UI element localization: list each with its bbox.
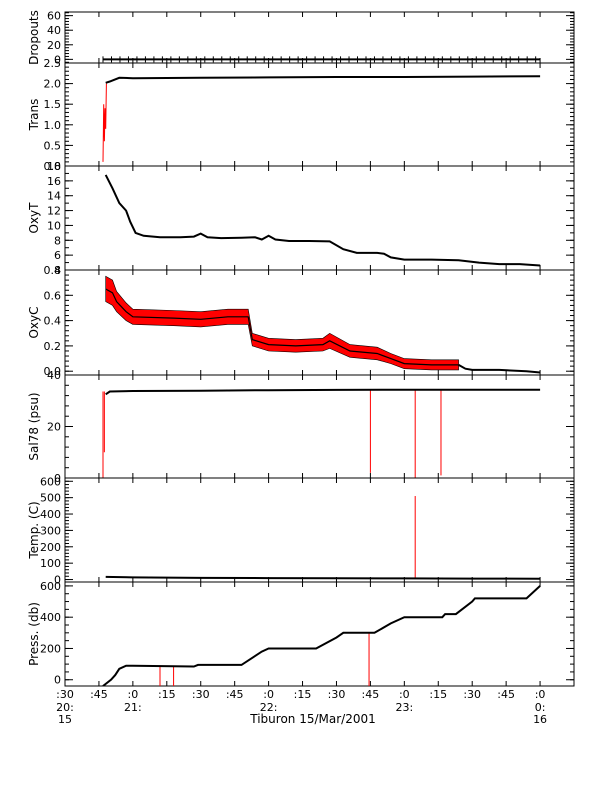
x-tick-label: :30 [192,688,210,701]
y-axis-label: Sal78 (psu) [27,392,41,460]
y-tick-label: 600 [40,580,61,593]
series-line [102,83,107,162]
y-tick-label: 500 [40,492,61,505]
y-tick-label: 0.8 [44,264,62,277]
panel-series [102,56,541,63]
panel-4: 0 20 40 Sal78 (psu) [27,369,575,485]
y-tick-label: 14 [47,190,61,203]
x-tick-label: :0 [128,688,139,701]
panel-series [102,75,541,162]
x-tick-sublabel: 20: [56,701,74,714]
y-tick-label: 0.4 [44,315,62,328]
x-tick-label: :45 [362,688,380,701]
x-tick-label: :0 [399,688,410,701]
y-tick-label: 40 [47,24,61,37]
y-tick-label: 8 [54,234,61,247]
y-tick-label: 60 [47,10,61,23]
y-tick-label: 0.0 [44,365,62,378]
x-tick-label: :30 [328,688,346,701]
y-tick-label: 0 [54,674,61,687]
series-line [458,364,541,374]
x-tick-sublabel: 15 [58,713,72,726]
x-tick-sublabel: 21: [124,701,142,714]
panel-1: 0.0 0.5 1.0 1.5 2.0 2.5 Trans [27,57,575,173]
panel-6: 0 200 400 600 Press. (db) [27,580,575,687]
x-tick-sublabel: 16 [533,713,547,726]
y-tick-label: 12 [47,205,61,218]
series-line [105,75,541,84]
y-axis-label: Dropouts [27,10,41,65]
series-line [105,388,541,396]
y-tick-label: 0.2 [44,340,62,353]
y-tick-label: 18 [47,160,61,173]
x-tick-label: :45 [226,688,244,701]
x-axis-label: Tiburon 15/Mar/2001 [249,712,375,726]
panel-series [105,275,541,374]
panel-series [104,174,541,267]
x-tick-label: :30 [463,688,481,701]
y-axis-label: Trans [27,99,41,132]
y-tick-label: 0 [54,53,61,66]
y-tick-label: 1.5 [44,98,62,111]
panel-series [105,496,541,580]
y-tick-label: 40 [47,369,61,382]
y-tick-label: 20 [47,421,61,434]
x-tick-sublabel: 0: [535,701,546,714]
y-tick-label: 300 [40,524,61,537]
panel-frame [64,11,575,64]
x-tick-label: :0 [263,688,274,701]
y-tick-label: 0 [54,472,61,485]
y-tick-label: 1.0 [44,119,62,132]
y-tick-label: 400 [40,611,61,624]
x-tick-label: :15 [294,688,312,701]
y-tick-label: 2.0 [44,78,62,91]
y-tick-label: 20 [47,39,61,52]
series-line [102,585,541,686]
x-tick-label: :15 [158,688,176,701]
series-line [105,575,541,580]
x-tick-sublabel: 22: [260,701,278,714]
x-tick-label: :45 [497,688,515,701]
y-tick-label: 4 [54,264,61,277]
x-axis-title: Tiburon 15/Mar/2001 [249,712,375,726]
panel-series [102,388,541,478]
y-tick-label: 0.5 [44,139,62,152]
y-axis-label: OxyC [27,306,41,338]
y-axis-label: OxyT [27,202,41,234]
y-tick-label: 200 [40,642,61,655]
y-tick-label: 10 [47,219,61,232]
x-tick-label: :30 [56,688,74,701]
y-tick-label: 0 [54,574,61,587]
y-tick-label: 200 [40,541,61,554]
y-tick-label: 0.0 [44,160,62,173]
y-tick-label: 6 [54,249,61,262]
panel-series [102,585,541,686]
panel-frame [64,477,575,583]
x-tick-label: :45 [90,688,108,701]
x-tick-label: :0 [535,688,546,701]
y-tick-label: 16 [47,175,61,188]
y-tick-label: 600 [40,475,61,488]
y-axis-label: Temp. (C) [27,501,41,559]
series-band [105,275,459,371]
panel-frame [64,165,575,271]
y-tick-label: 0.6 [44,289,62,302]
panel-5: 0 100 200 300 400 500 600 Temp. (C) [27,475,575,587]
series-line [104,174,541,267]
panel-3: 0.0 0.2 0.4 0.6 0.8 OxyC [27,264,575,378]
x-tick-label: :15 [429,688,447,701]
y-tick-label: 2.5 [44,57,62,70]
panel-frame [64,581,575,687]
series-line [105,288,459,366]
y-axis-label: Press. (db) [27,602,41,666]
y-tick-label: 100 [40,557,61,570]
y-tick-label: 400 [40,508,61,521]
x-tick-sublabel: 23: [395,701,413,714]
